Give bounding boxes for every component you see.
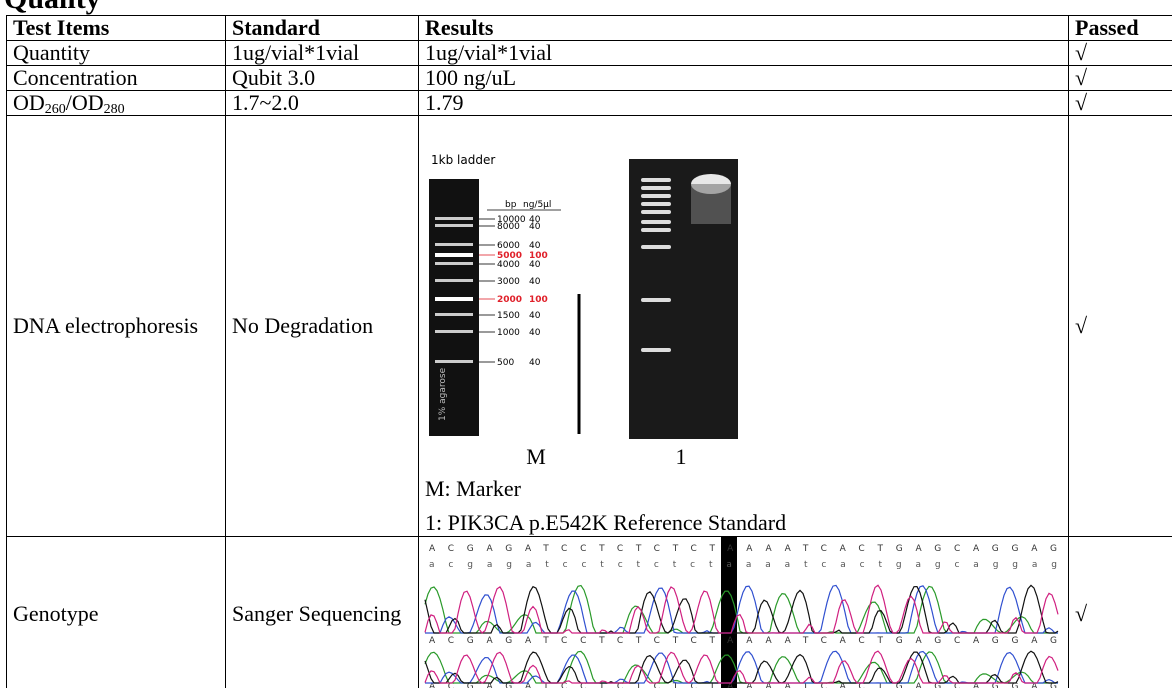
trace <box>425 651 1058 683</box>
header-row: Test Items Standard Results Passed <box>7 16 1172 41</box>
ladder-band <box>435 279 473 282</box>
trace <box>425 585 1058 633</box>
lane-label: 1 <box>676 444 687 469</box>
marker-band <box>641 202 671 206</box>
ladder-band <box>435 217 473 220</box>
ladder-band <box>435 360 473 363</box>
band-bp: 6000 <box>497 241 520 251</box>
cell: 1.7~2.0 <box>226 91 419 116</box>
band-bp: 1000 <box>497 328 520 338</box>
ladder-band <box>435 330 473 333</box>
band-ng: 40 <box>529 277 541 287</box>
cell: √ <box>1069 91 1172 116</box>
header-cell: Standard <box>226 16 419 41</box>
cell: Genotype <box>7 537 226 688</box>
header-cell: Passed <box>1069 16 1172 41</box>
heading: Quality <box>4 0 101 14</box>
marker-band <box>641 348 671 352</box>
cell: √ <box>1069 41 1172 66</box>
band-bp: 4000 <box>497 260 520 270</box>
cell: 1ug/vial*1vial <box>226 41 419 66</box>
marker-band <box>641 245 671 249</box>
band-ng: 40 <box>529 311 541 321</box>
header-cell: Test Items <box>7 16 226 41</box>
ladder-title: 1kb ladder <box>431 153 495 167</box>
trace <box>425 651 1058 683</box>
text: OD <box>13 91 45 116</box>
band-ng: 40 <box>529 328 541 338</box>
bp-header: bp <box>505 200 517 210</box>
band-ng: 40 <box>529 358 541 368</box>
cell: 100 ng/uL <box>419 66 1069 91</box>
cell: √ <box>1069 537 1172 688</box>
marker-band <box>641 210 671 214</box>
row: Genotype Sanger Sequencing ACGAGATCCTCTC… <box>7 537 1172 688</box>
marker-band <box>641 298 671 302</box>
marker-band <box>641 228 671 232</box>
page: Quality Test Items Standard Results Pass… <box>0 0 1172 688</box>
cell: OD260/OD280 <box>7 91 226 116</box>
cell: DNA electrophoresis <box>7 116 226 537</box>
band-ng: 40 <box>529 260 541 270</box>
ladder-band <box>435 243 473 246</box>
cell: 1ug/vial*1vial <box>419 41 1069 66</box>
ng-header: ng/5µl <box>523 200 551 210</box>
chromatogram: ACGAGATCCTCTCTCTAAAATCACTGAGCAGGAG acgaga… <box>419 537 1069 688</box>
band-ng: 100 <box>529 295 548 305</box>
row: DNA electrophoresis No Degradation 1kb l… <box>7 116 1172 537</box>
header-cell: Results <box>419 16 1069 41</box>
trace <box>425 651 1058 683</box>
subscript: 280 <box>104 102 125 116</box>
marker-band <box>641 220 671 224</box>
trace <box>425 585 1058 633</box>
trace <box>425 586 1058 633</box>
sequence-row: ACGAGATCCTCTCTCTAAAATCACTGAGCAGGAG <box>429 636 1057 646</box>
band-bp: 3000 <box>497 277 520 287</box>
trace <box>425 585 1058 633</box>
cell: 1.79 <box>419 91 1069 116</box>
band-bp: 8000 <box>497 222 520 232</box>
text: /OD <box>66 91 104 116</box>
marker-band <box>641 186 671 190</box>
trace <box>425 651 1058 683</box>
band-bp: 1500 <box>497 311 520 321</box>
cell: Sanger Sequencing <box>226 537 419 688</box>
cell: √ <box>1069 116 1172 537</box>
subscript: 260 <box>45 102 66 116</box>
note: M: Marker <box>425 476 522 501</box>
note: 1: PIK3CA p.E542K Reference Standard <box>425 510 786 535</box>
smear <box>691 184 731 224</box>
sequence-row: acgagatcctctctctaaaatcactgagcaggag <box>429 560 1057 570</box>
cell: Qubit 3.0 <box>226 66 419 91</box>
sequence-row: ACGAGATCCTCTCTCTAAAATCACTGAGCAGGAG <box>429 544 1057 554</box>
row: OD260/OD280 1.7~2.0 1.79 √ <box>7 91 1172 116</box>
cell: No Degradation <box>226 116 419 537</box>
ladder-band <box>435 297 473 301</box>
cell: √ <box>1069 66 1172 91</box>
band-bp: 500 <box>497 358 514 368</box>
qc-table: Test Items Standard Results Passed Quant… <box>6 15 1172 688</box>
cell: Quantity <box>7 41 226 66</box>
band-bp: 2000 <box>497 295 522 305</box>
cell: ACGAGATCCTCTCTCTAAAATCACTGAGCAGGAG acgaga… <box>419 537 1069 688</box>
gel-note: 1% agarose <box>438 367 448 421</box>
lane-label: M <box>526 444 546 469</box>
ladder-band <box>435 313 473 316</box>
band-ng: 40 <box>529 222 541 232</box>
row: Quantity 1ug/vial*1vial 1ug/vial*1vial √ <box>7 41 1172 66</box>
ladder-band <box>435 253 473 257</box>
marker-band <box>641 194 671 198</box>
ladder-band <box>435 224 473 227</box>
ladder-band <box>435 262 473 265</box>
band-ng: 40 <box>529 241 541 251</box>
marker-band <box>641 178 671 182</box>
cell: Concentration <box>7 66 226 91</box>
row: Concentration Qubit 3.0 100 ng/uL √ <box>7 66 1172 91</box>
